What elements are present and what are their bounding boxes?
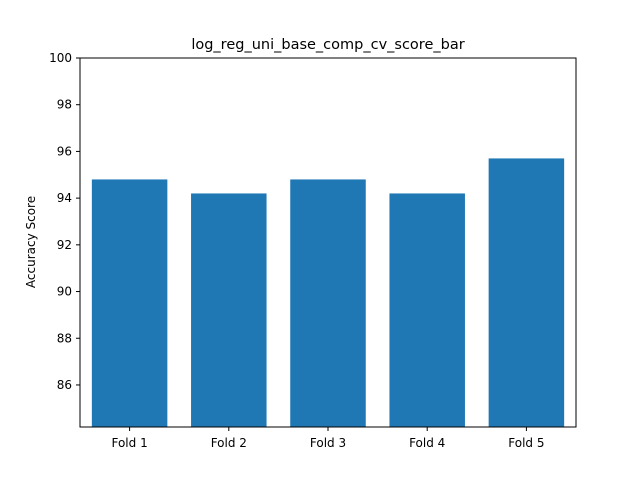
bar-fold-5 (488, 158, 565, 427)
y-axis-label: Accuracy Score (24, 196, 38, 288)
x-tick-label: Fold 4 (409, 436, 445, 450)
bar-fold-2 (191, 193, 267, 427)
y-tick-label: 92 (57, 238, 72, 252)
chart-title: log_reg_uni_base_comp_cv_score_bar (191, 37, 464, 53)
x-tick-label: Fold 3 (310, 436, 346, 450)
y-axis-ticks: 86 88 90 92 94 96 98 100 (49, 51, 80, 392)
x-tick-label: Fold 2 (211, 436, 247, 450)
x-axis-ticks: Fold 1 Fold 2 Fold 3 Fold 4 Fold 5 (111, 427, 545, 450)
bar-fold-3 (290, 179, 366, 427)
y-tick-label: 96 (57, 144, 72, 158)
y-tick-label: 90 (57, 285, 72, 299)
y-tick-label: 100 (49, 51, 72, 65)
y-tick-label: 98 (57, 98, 72, 112)
bars (91, 158, 565, 427)
y-tick-label: 86 (57, 378, 72, 392)
bar-fold-4 (389, 193, 465, 427)
plot-frame (79, 57, 577, 428)
y-tick-label: 94 (57, 191, 72, 205)
x-tick-label: Fold 1 (111, 436, 147, 450)
x-tick-label: Fold 5 (508, 436, 544, 450)
y-tick-label: 88 (57, 331, 72, 345)
bar-fold-1 (91, 179, 168, 427)
